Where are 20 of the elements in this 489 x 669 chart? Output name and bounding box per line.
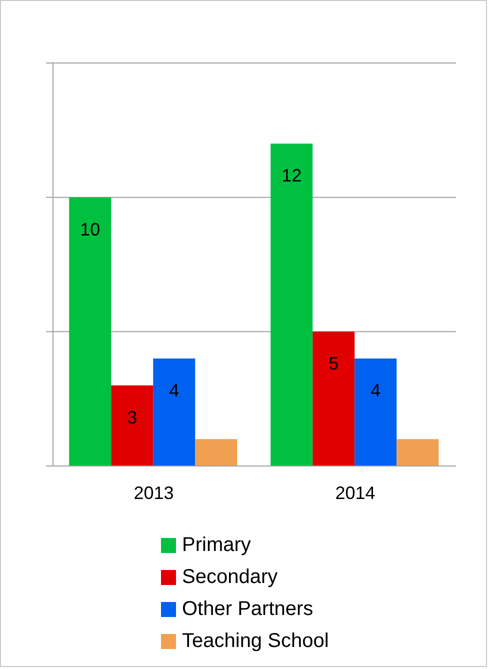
legend-label: Other Partners	[182, 598, 314, 620]
data-label: 4	[169, 380, 180, 401]
bar	[195, 439, 238, 466]
bar	[354, 358, 397, 466]
data-label: 10	[80, 219, 100, 240]
legend-label: Teaching School	[182, 630, 329, 652]
bar	[69, 197, 112, 466]
bar	[111, 385, 154, 466]
legend-label: Secondary	[182, 566, 278, 588]
data-label: 12	[282, 166, 302, 186]
bar	[396, 439, 439, 466]
legend-label: Primary	[182, 534, 251, 556]
bar	[270, 144, 313, 466]
data-label: 5	[328, 354, 339, 374]
bar	[312, 332, 355, 466]
bar	[153, 358, 196, 466]
x-tick-label: 2014	[335, 482, 376, 503]
data-label: 4	[370, 380, 381, 401]
data-label: 3	[127, 407, 138, 428]
x-tick-label: 2013	[134, 482, 174, 503]
